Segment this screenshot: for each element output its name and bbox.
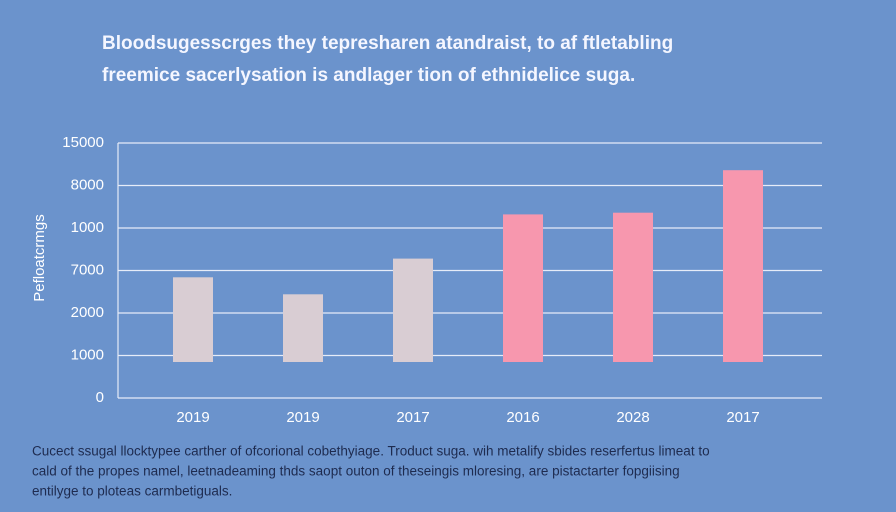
bar (173, 277, 213, 362)
x-tick-label: 2017 (726, 409, 759, 426)
footnote: Cucect ssugal llocktypee carther of ofco… (32, 444, 710, 459)
footnote: cald of the propes namel, leetnadeaming … (32, 464, 680, 479)
chart-title: Bloodsugesscrges they tepresharen atandr… (102, 33, 673, 54)
y-tick-label: 1000 (71, 346, 104, 363)
footnote: entilyge to ploteas carmbetiguals. (32, 484, 232, 499)
y-tick-label: 2000 (71, 304, 104, 321)
bar (393, 258, 433, 362)
bar (613, 212, 653, 362)
y-tick-label: 8000 (71, 176, 104, 193)
chart-title: freemice sacerlysation is andlager tion … (102, 65, 635, 86)
y-tick-label: 7000 (71, 261, 104, 278)
y-tick-label: 0 (96, 389, 104, 406)
y-axis-label: Pefloatcrmgs (31, 214, 48, 302)
bar (503, 214, 543, 362)
x-tick-label: 2019 (176, 409, 209, 426)
x-tick-label: 2017 (396, 409, 429, 426)
x-tick-label: 2028 (616, 409, 649, 426)
y-tick-label: 1000 (71, 219, 104, 236)
bar (283, 294, 323, 362)
bar (723, 170, 763, 362)
x-tick-label: 2016 (506, 409, 539, 426)
y-tick-label: 15000 (62, 134, 104, 151)
x-tick-label: 2019 (286, 409, 319, 426)
